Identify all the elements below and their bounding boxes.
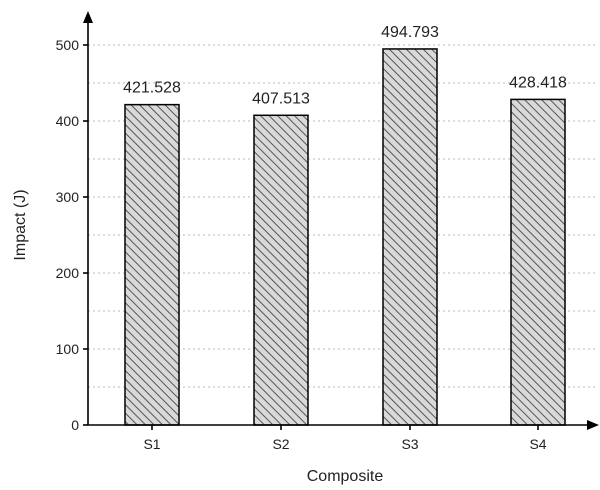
y-tick-label: 500 [56, 37, 80, 53]
value-label-s4: 428.418 [509, 74, 567, 91]
value-label-s2: 407.513 [252, 90, 310, 107]
bar-s3 [382, 48, 438, 426]
y-tick-label: 0 [71, 417, 79, 433]
tick-labels: S1 S2 S3 S4 0 100 200 300 400 500 [56, 37, 547, 452]
bars [124, 48, 566, 426]
value-label-s1: 421.528 [123, 80, 181, 97]
bar-s2 [253, 114, 309, 426]
x-tick-label-s3: S3 [401, 436, 418, 452]
y-tick-label: 200 [56, 265, 80, 281]
x-tick-label-s4: S4 [529, 436, 546, 452]
x-tick-label-s2: S2 [272, 436, 289, 452]
y-tick-label: 400 [56, 113, 80, 129]
value-label-s3: 494.793 [381, 24, 439, 41]
x-axis-arrow-icon [587, 420, 599, 430]
x-tick-label-s1: S1 [143, 436, 160, 452]
bar-s4 [510, 98, 566, 426]
bar-s1 [124, 103, 180, 426]
y-axis-title: Impact (J) [12, 189, 29, 260]
y-tick-label: 300 [56, 189, 80, 205]
y-axis-arrow-icon [83, 11, 93, 23]
x-axis-title: Composite [307, 468, 384, 485]
axes [83, 11, 599, 430]
value-labels: 421.528 407.513 494.793 428.418 [123, 24, 567, 107]
y-tick-label: 100 [56, 341, 80, 357]
